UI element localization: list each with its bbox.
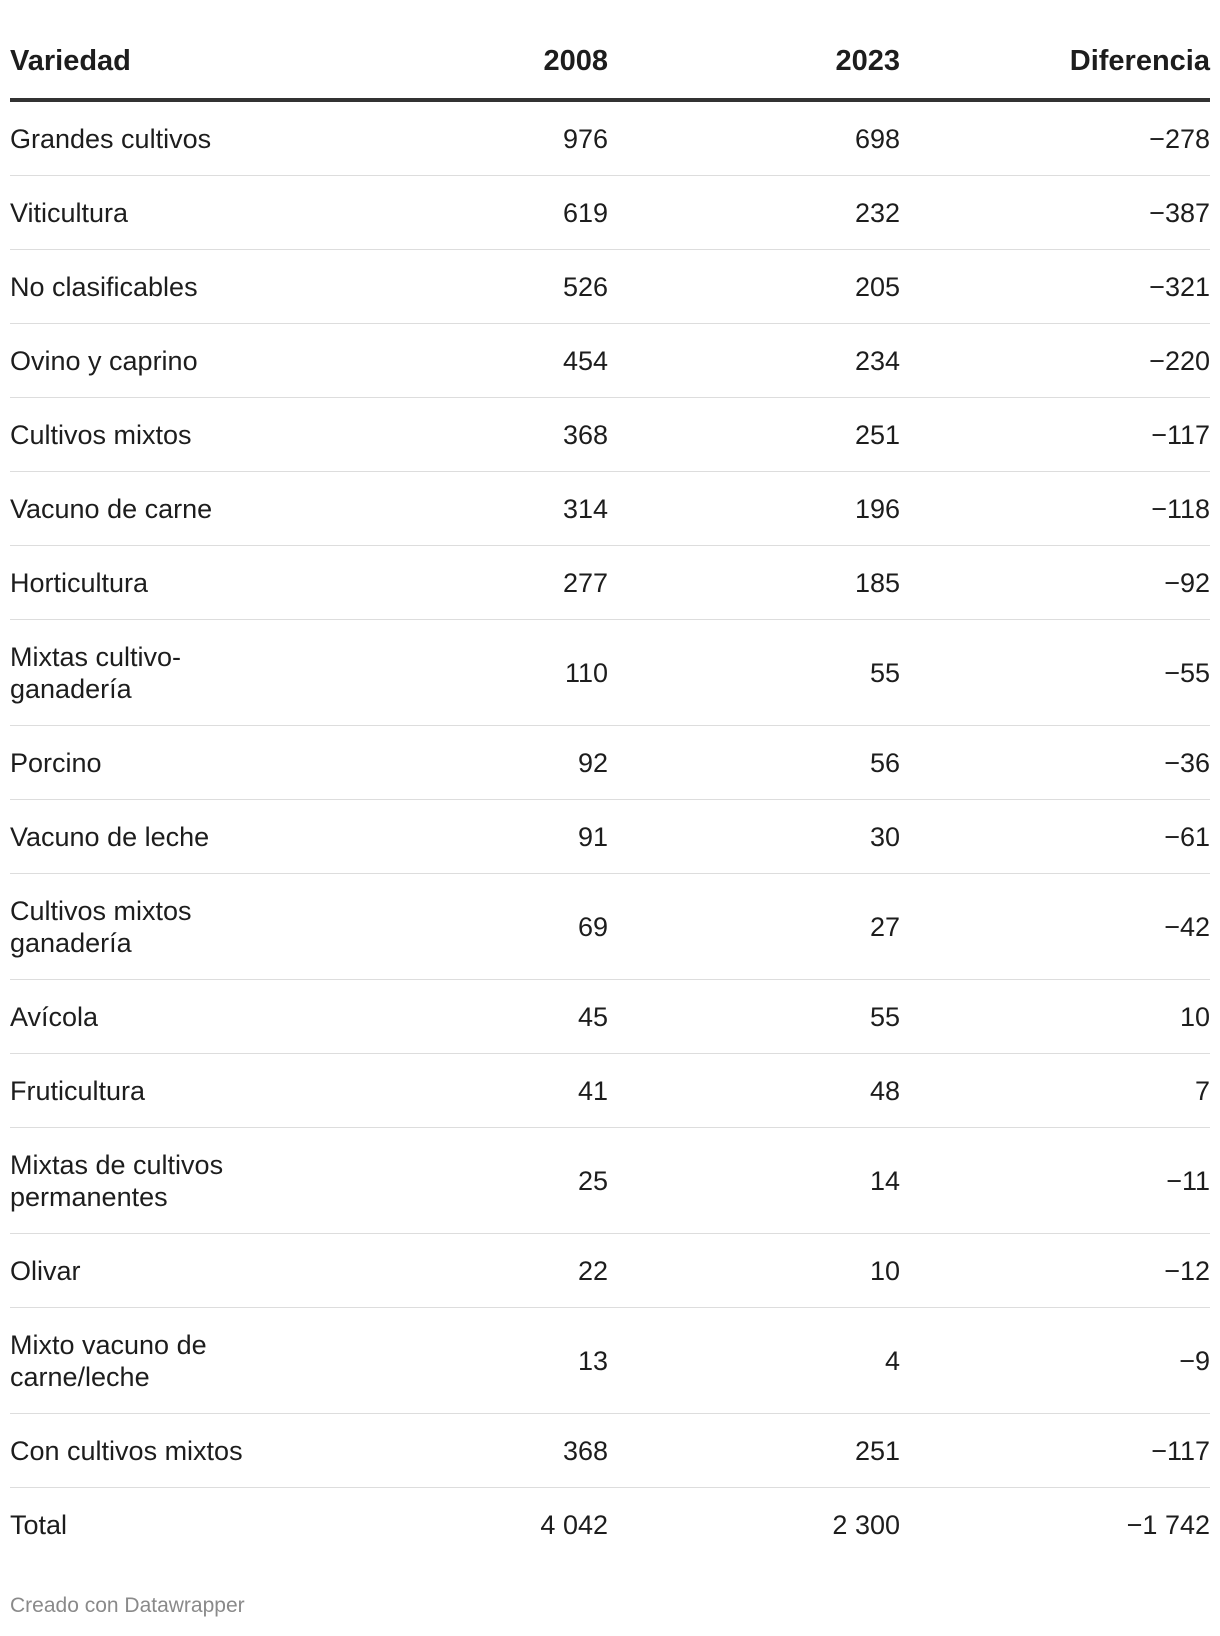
cell-2008: 277 (340, 545, 608, 620)
cell-2008: 526 (340, 249, 608, 324)
data-table: Variedad 2008 2023 Diferencia Grandes cu… (10, 0, 1210, 1561)
cell-diferencia: −321 (900, 249, 1210, 324)
cell-2023: 2 300 (832, 1509, 900, 1540)
table-row: Avícola 45 55 10 (10, 979, 1210, 1054)
cell-2008: 368 (340, 1413, 608, 1488)
cell-2023: 56 (608, 725, 900, 800)
cell-variedad: Vacuno de carne (10, 471, 340, 546)
cell-2023: 55 (608, 619, 900, 726)
cell-variedad: No clasificables (10, 249, 340, 324)
table-row: Porcino 92 56 −36 (10, 725, 1210, 800)
cell-2008: 619 (340, 175, 608, 250)
table-row: Mixtas de cultivos permanentes 25 14 −11 (10, 1127, 1210, 1234)
cell-2023: 185 (608, 545, 900, 620)
cell-2008: 110 (340, 619, 608, 726)
cell-2008: 25 (340, 1127, 608, 1234)
cell-2023: 27 (608, 873, 900, 980)
cell-diferencia: −387 (900, 175, 1210, 250)
cell-2008: 368 (340, 397, 608, 472)
cell-variedad: Con cultivos mixtos (10, 1413, 340, 1488)
cell-2023: 234 (608, 323, 900, 398)
table-row: Vacuno de carne 314 196 −118 (10, 471, 1210, 546)
table-row: Fruticultura 41 48 7 (10, 1053, 1210, 1128)
table-row: Cultivos mixtos ganadería 69 27 −42 (10, 873, 1210, 980)
cell-diferencia: −117 (900, 397, 1210, 472)
table-row: Mixto vacuno de carne/leche 13 4 −9 (10, 1307, 1210, 1414)
table-row: Olivar 22 10 −12 (10, 1233, 1210, 1308)
cell-variedad: Avícola (10, 979, 340, 1054)
cell-2023: 196 (608, 471, 900, 546)
column-header-variedad[interactable]: Variedad (10, 0, 340, 102)
table-container: Variedad 2008 2023 Diferencia Grandes cu… (10, 0, 1210, 1561)
header-row: Variedad 2008 2023 Diferencia (10, 0, 1210, 102)
column-header-2023[interactable]: 2023 (608, 0, 900, 102)
cell-2023: 48 (608, 1053, 900, 1128)
cell-diferencia: −92 (900, 545, 1210, 620)
cell-2008: 22 (340, 1233, 608, 1308)
table-row: Con cultivos mixtos 368 251 −117 (10, 1413, 1210, 1488)
cell-variedad: Ovino y caprino (10, 323, 340, 398)
cell-2008: 91 (340, 799, 608, 874)
cell-diferencia: −42 (900, 873, 1210, 980)
table-row: Total 4 042 2 300 −1 742 (10, 1488, 1210, 1562)
cell-2008: 92 (340, 725, 608, 800)
cell-2023: 10 (608, 1233, 900, 1308)
cell-2008: 454 (340, 323, 608, 398)
cell-diferencia: −220 (900, 323, 1210, 398)
cell-2008: 69 (340, 873, 608, 980)
cell-2023: 251 (608, 1413, 900, 1488)
cell-variedad: Cultivos mixtos ganadería (10, 873, 340, 980)
table-row: Horticultura 277 185 −92 (10, 545, 1210, 620)
cell-2023: 55 (608, 979, 900, 1054)
cell-variedad: Total (10, 1509, 68, 1540)
cell-variedad: Mixtas cultivo-ganadería (10, 619, 340, 726)
table-body: Grandes cultivos 976 698 −278 Viticultura 619… (10, 100, 1210, 1561)
column-header-2008[interactable]: 2008 (340, 0, 608, 102)
cell-diferencia: −11 (900, 1127, 1210, 1234)
cell-diferencia: −1 742 (1126, 1509, 1210, 1540)
cell-variedad: Mixtas de cultivos permanentes (10, 1127, 340, 1234)
column-header-diferencia[interactable]: Diferencia (900, 0, 1210, 102)
cell-2008: 976 (340, 100, 608, 176)
cell-2023: 4 (608, 1307, 900, 1414)
cell-variedad: Horticultura (10, 545, 340, 620)
table-row: Ovino y caprino 454 234 −220 (10, 323, 1210, 398)
cell-diferencia: −61 (900, 799, 1210, 874)
credit-footer: Creado con Datawrapper (10, 1594, 245, 1617)
cell-variedad: Cultivos mixtos (10, 397, 340, 472)
cell-diferencia: −117 (900, 1413, 1210, 1488)
cell-variedad: Viticultura (10, 175, 340, 250)
cell-variedad: Vacuno de leche (10, 799, 340, 874)
cell-variedad: Fruticultura (10, 1053, 340, 1128)
cell-diferencia: −278 (900, 100, 1210, 176)
table-row: No clasificables 526 205 −321 (10, 249, 1210, 324)
cell-variedad: Olivar (10, 1233, 340, 1308)
table-row: Viticultura 619 232 −387 (10, 175, 1210, 250)
cell-diferencia: −118 (900, 471, 1210, 546)
cell-2023: 251 (608, 397, 900, 472)
cell-2008: 4 042 (540, 1509, 608, 1540)
table-row: Mixtas cultivo-ganadería 110 55 −55 (10, 619, 1210, 726)
cell-diferencia: −12 (900, 1233, 1210, 1308)
table-row: Vacuno de leche 91 30 −61 (10, 799, 1210, 874)
cell-2023: 14 (608, 1127, 900, 1234)
table-row: Cultivos mixtos 368 251 −117 (10, 397, 1210, 472)
cell-variedad: Mixto vacuno de carne/leche (10, 1307, 340, 1414)
cell-2008: 41 (340, 1053, 608, 1128)
cell-diferencia: −9 (900, 1307, 1210, 1414)
cell-2023: 30 (608, 799, 900, 874)
cell-diferencia: 10 (900, 979, 1210, 1054)
cell-2008: 13 (340, 1307, 608, 1414)
cell-diferencia: −55 (900, 619, 1210, 726)
cell-2023: 698 (608, 100, 900, 176)
cell-2023: 205 (608, 249, 900, 324)
cell-2023: 232 (608, 175, 900, 250)
cell-variedad: Grandes cultivos (10, 100, 340, 176)
table-row: Grandes cultivos 976 698 −278 (10, 100, 1210, 176)
cell-2008: 45 (340, 979, 608, 1054)
cell-diferencia: 7 (900, 1053, 1210, 1128)
cell-diferencia: −36 (900, 725, 1210, 800)
cell-2008: 314 (340, 471, 608, 546)
cell-variedad: Porcino (10, 725, 340, 800)
